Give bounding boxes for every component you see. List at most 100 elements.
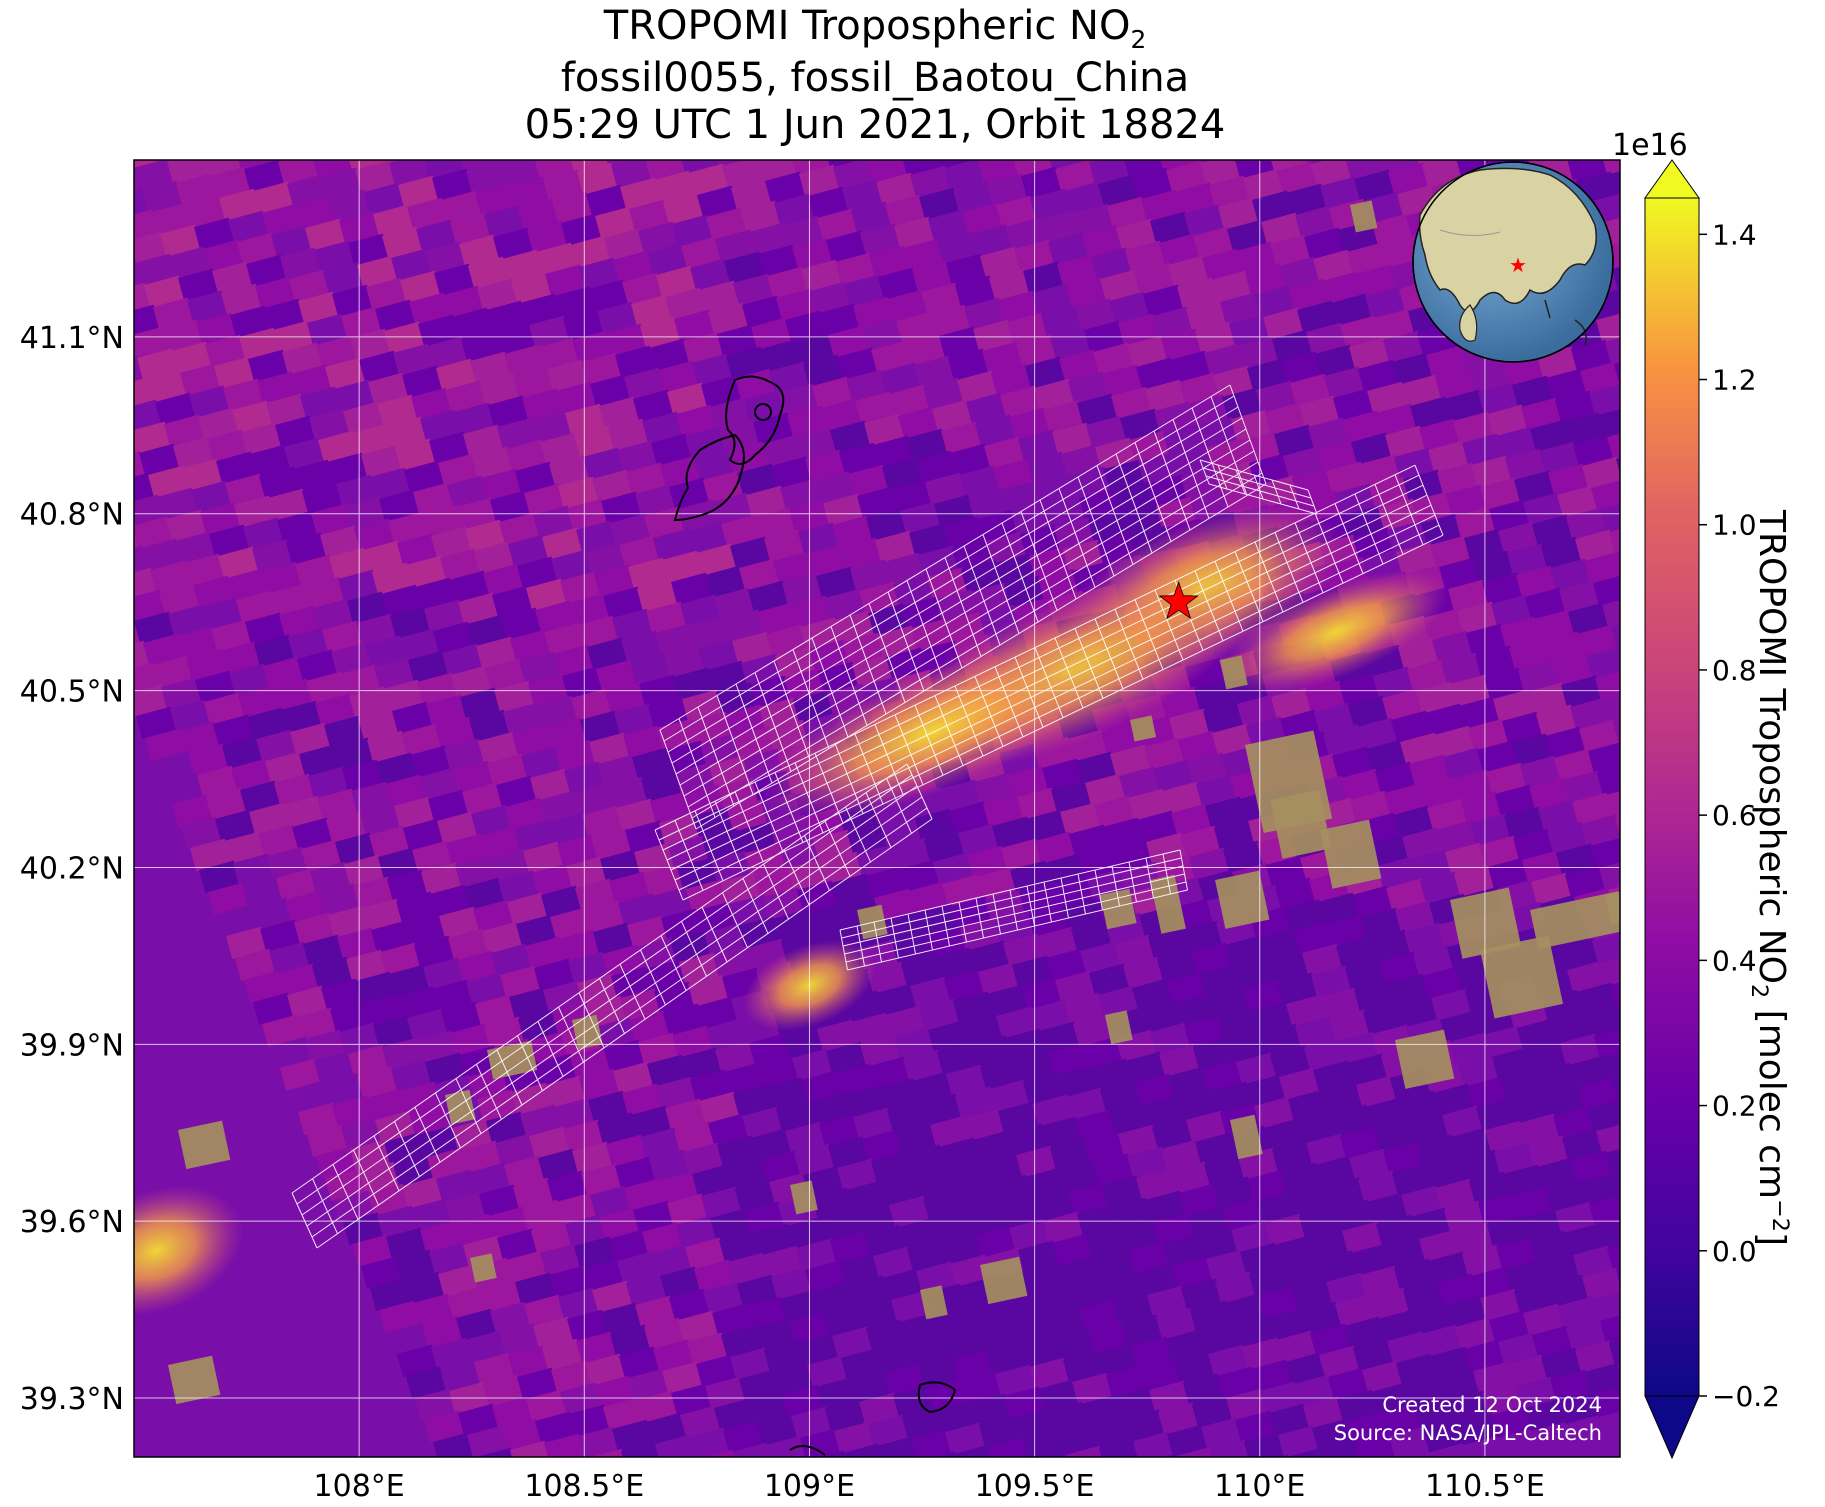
no2-pixel (617, 440, 658, 474)
no2-pixel (434, 263, 475, 297)
longitude-tick-label: 109.5°E (975, 1469, 1095, 1504)
no2-pixel (570, 235, 611, 269)
no2-pixel (307, 313, 348, 347)
no2-pixel (688, 616, 730, 650)
no2-pixel (287, 985, 328, 1019)
no2-pixel (134, 187, 149, 221)
no2-pixel (1196, 774, 1237, 808)
no2-pixel (648, 696, 689, 730)
no2-pixel (178, 268, 219, 302)
no2-pixel (393, 796, 435, 830)
no2-pixel (565, 403, 606, 437)
no2-pixel (473, 899, 514, 933)
no2-pixel (631, 294, 672, 328)
no2-pixel (1225, 125, 1266, 157)
no2-pixel (508, 534, 549, 568)
no2-pixel (846, 369, 887, 403)
no2-pixel (503, 344, 545, 378)
no2-pixel (1584, 551, 1620, 585)
no2-pixel (626, 462, 667, 496)
no2-pixel (733, 726, 775, 760)
no2-pixel (222, 736, 263, 770)
no2-pixel (300, 386, 341, 420)
no2-pixel (321, 167, 362, 201)
no2-pixel (697, 185, 738, 219)
no2-pixel (524, 483, 565, 517)
no2-pixel (295, 554, 336, 588)
no2-pixel (262, 203, 303, 237)
no2-pixel (1509, 638, 1550, 672)
no2-pixel (1453, 411, 1494, 445)
no2-pixel (471, 804, 512, 838)
no2-pixel (1536, 704, 1577, 738)
no2-pixel (726, 799, 768, 833)
no2-pixel (246, 254, 287, 288)
no2-pixel (583, 447, 624, 481)
no2-pixel (767, 266, 808, 300)
no2-pixel (332, 284, 373, 318)
no2-pixel (693, 448, 735, 482)
no2-pixel (1263, 307, 1304, 341)
no2-pixel (1150, 211, 1191, 245)
no2-pixel (983, 794, 1024, 828)
no2-pixel (173, 436, 214, 470)
no2-pixel (160, 224, 201, 258)
no2-pixel (568, 160, 609, 174)
no2-pixel (475, 183, 516, 217)
no2-pixel (1086, 415, 1127, 449)
no2-pixel (635, 484, 676, 518)
no2-pixel (1277, 161, 1318, 195)
no2-pixel (525, 578, 567, 612)
no2-pixel (1489, 499, 1530, 533)
no2-pixel (1602, 595, 1620, 629)
no2-pixel (815, 114, 856, 146)
no2-pixel (670, 572, 712, 606)
no2-pixel (1467, 718, 1509, 752)
no2-pixel (711, 850, 752, 884)
no2-pixel (1432, 630, 1473, 664)
no2-pixel (1332, 746, 1373, 780)
no2-pixel (134, 209, 158, 243)
no2-pixel (528, 315, 570, 349)
no2-pixel (346, 160, 387, 172)
no2-pixel (532, 863, 573, 897)
no2-pixel (781, 121, 822, 153)
no2-pixel (687, 521, 728, 555)
no2-pixel (596, 659, 637, 693)
no2-pixel (400, 270, 441, 304)
no2-pixel (1209, 175, 1250, 209)
no2-pixel (984, 436, 1025, 470)
no2-pixel (325, 357, 366, 391)
no2-pixel (370, 920, 412, 954)
no2-pixel (192, 575, 234, 609)
no2-pixel (338, 569, 379, 603)
no2-pixel (1566, 507, 1607, 541)
no2-pixel (265, 751, 306, 785)
no2-pixel (1502, 711, 1543, 745)
no2-pixel (1383, 330, 1424, 364)
no2-pixel (457, 160, 498, 173)
no2-pixel (1400, 732, 1441, 766)
no2-pixel (1317, 439, 1358, 473)
no2-pixel (841, 537, 882, 571)
no2-pixel (1089, 160, 1130, 186)
no2-pixel (1077, 393, 1118, 427)
colorbar-tick-label: 0.2 (1712, 1090, 1757, 1123)
no2-pixel (416, 672, 458, 706)
no2-pixel (448, 570, 490, 604)
no2-pixel (141, 180, 183, 214)
no2-pixel (485, 1470, 526, 1502)
no2-pixel (429, 884, 471, 918)
no2-pixel (244, 970, 285, 1004)
no2-pixel (598, 396, 640, 430)
no2-pixel (219, 641, 261, 675)
surface-patch (1480, 935, 1564, 1019)
no2-pixel (924, 830, 965, 864)
longitude-tick-label: 110°E (1214, 1469, 1305, 1504)
no2-pixel (383, 679, 424, 713)
no2-pixel (1465, 623, 1507, 657)
no2-pixel (646, 601, 687, 635)
no2-pixel (232, 853, 274, 887)
no2-pixel (611, 608, 653, 642)
no2-pixel (973, 319, 1014, 353)
